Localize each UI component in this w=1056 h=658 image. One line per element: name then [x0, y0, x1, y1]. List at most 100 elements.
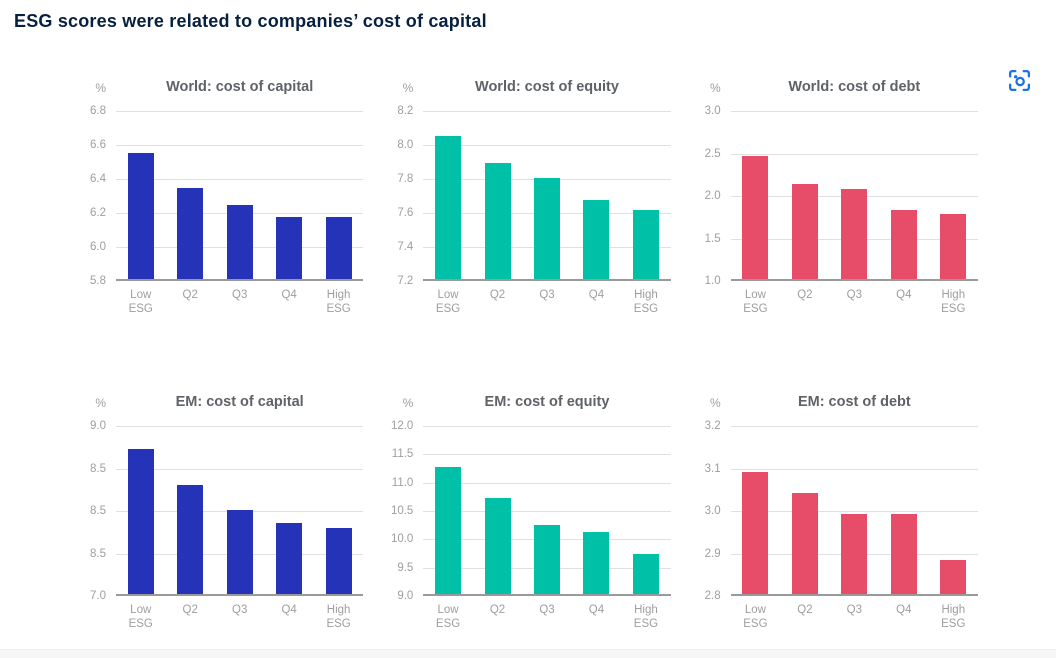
x-axis-category-label-q4: Q4: [879, 603, 928, 631]
gridline: [116, 468, 364, 470]
category-label-line: Q2: [489, 289, 506, 301]
category-label-line: High: [634, 289, 658, 301]
category-label-line: Q4: [588, 604, 605, 616]
y-axis-tick-label: 9.5: [397, 561, 414, 574]
category-label-line: Q4: [281, 604, 297, 616]
plot-area: [423, 111, 671, 281]
x-axis-line: [116, 279, 364, 281]
bar-slot: [929, 426, 978, 594]
gridline: [116, 145, 364, 146]
category-label-line: Low: [130, 289, 152, 301]
bars-group: [423, 111, 670, 279]
gridline: [730, 426, 978, 427]
category-label-line: ESG: [941, 618, 966, 630]
bar-q4: [276, 522, 303, 594]
y-axis-tick-label: 3.0: [704, 105, 721, 117]
x-axis-category-row: Low ESG Q2 Q3 Q4 High ESG: [685, 288, 978, 316]
category-row-spacer: [70, 288, 116, 316]
y-axis-tick-label: 8.2: [397, 105, 414, 117]
category-label-line: Q4: [281, 289, 297, 301]
panel-body: 9.0 8.5 8.5 8.5 7.0: [70, 420, 364, 602]
category-labels: Low ESG Q2 Q3 Q4 High ESG: [423, 603, 670, 631]
charts-grid: % World: cost of capital 6.8 6.6 6.4 6.2 6.0 5.…: [70, 73, 978, 631]
bar-q2: [791, 184, 818, 279]
category-labels: Low ESG Q2 Q3 Q4 High ESG: [116, 288, 363, 316]
bar-slot: [879, 426, 928, 594]
category-row-spacer: [685, 288, 731, 316]
category-label-line: Low: [437, 604, 459, 616]
y-axis-tick-column: 8.2 8.0 7.8 7.6 7.4 7.2: [377, 105, 423, 287]
gridline: [116, 111, 364, 112]
x-axis-category-label-q4: Q4: [879, 288, 928, 316]
chart-title: EM: cost of capital: [175, 394, 304, 410]
x-axis-category-label-q2: Q2: [780, 288, 829, 316]
gridline: [116, 426, 364, 427]
y-axis-unit-label: %: [402, 81, 414, 95]
gridline: [423, 145, 671, 146]
category-label-line: ESG: [633, 303, 659, 315]
x-axis-category-label-low-esg: Low ESG: [116, 288, 165, 316]
bars-group: [116, 111, 363, 279]
bar-q3: [534, 178, 560, 279]
x-axis-category-label-q2: Q2: [780, 603, 829, 631]
category-label-line: Q2: [797, 289, 813, 301]
y-axis-tick-label: 8.5: [90, 462, 106, 475]
region-capture-icon-glyph: [1008, 69, 1031, 92]
y-axis-unit-label: %: [709, 396, 721, 410]
bar-slot: [731, 111, 780, 279]
category-label-line: Q3: [232, 604, 248, 616]
footer-bar: [0, 649, 1056, 658]
plot-area: [116, 426, 364, 596]
category-label-line: Q4: [896, 604, 912, 616]
bar-low-esg: [742, 156, 769, 279]
chart-title: World: cost of debt: [788, 79, 921, 95]
region-capture-icon[interactable]: [1007, 68, 1032, 93]
y-axis-tick-column: 3.2 3.1 3.0 2.9 2.8: [685, 420, 731, 602]
bar-high-esg: [632, 210, 659, 279]
x-axis-category-label-q2: Q2: [473, 603, 522, 631]
gridline: [423, 426, 671, 427]
bar-slot: [879, 111, 928, 279]
y-axis-tick-label: 7.6: [397, 207, 414, 219]
bar-q3: [534, 525, 560, 594]
category-label-line: Q2: [182, 604, 198, 616]
panel-header: % World: cost of debt: [685, 73, 978, 95]
y-axis-tick-label: 10.5: [390, 505, 414, 517]
y-axis-tick-label: 3.1: [704, 462, 721, 475]
bar-q2: [177, 188, 204, 279]
bar-slot: [215, 111, 264, 279]
gridline: [730, 511, 978, 512]
gridline: [423, 511, 671, 512]
y-axis-tick-column: 9.0 8.5 8.5 8.5 7.0: [70, 420, 116, 602]
bar-q4: [276, 216, 303, 279]
bars-group: [731, 111, 978, 279]
x-axis-category-label-q3: Q3: [215, 603, 264, 631]
bar-slot: [572, 111, 621, 279]
category-label-line: ESG: [941, 303, 966, 315]
bar-slot: [473, 111, 522, 279]
category-label-line: High: [326, 289, 351, 301]
x-axis-category-label-low-esg: Low ESG: [731, 288, 780, 316]
bar-q3: [226, 510, 253, 594]
bar-slot: [522, 426, 571, 594]
panel-header: % EM: cost of equity: [377, 388, 670, 410]
plot-area: [423, 426, 671, 596]
y-axis-unit-label: %: [95, 396, 106, 410]
x-axis-category-label-q3: Q3: [830, 288, 879, 316]
category-row-spacer: [377, 288, 423, 316]
y-axis-tick-label: 5.8: [90, 275, 106, 287]
category-label-line: High: [941, 604, 966, 616]
bar-slot: [314, 426, 363, 594]
y-axis-tick-label: 12.0: [390, 420, 414, 432]
x-axis-category-label-q4: Q4: [572, 603, 621, 631]
bar-q4: [890, 514, 917, 594]
x-axis-category-label-high-esg: High ESG: [621, 603, 670, 631]
y-axis-tick-label: 8.5: [90, 547, 106, 560]
bar-slot: [215, 426, 264, 594]
x-axis-category-label-q4: Q4: [264, 288, 313, 316]
category-row-spacer: [685, 603, 731, 631]
chart-title: World: cost of capital: [166, 79, 314, 95]
y-axis-tick-label: 11.0: [391, 476, 414, 489]
plot-area: [116, 111, 364, 281]
bar-slot: [314, 111, 363, 279]
